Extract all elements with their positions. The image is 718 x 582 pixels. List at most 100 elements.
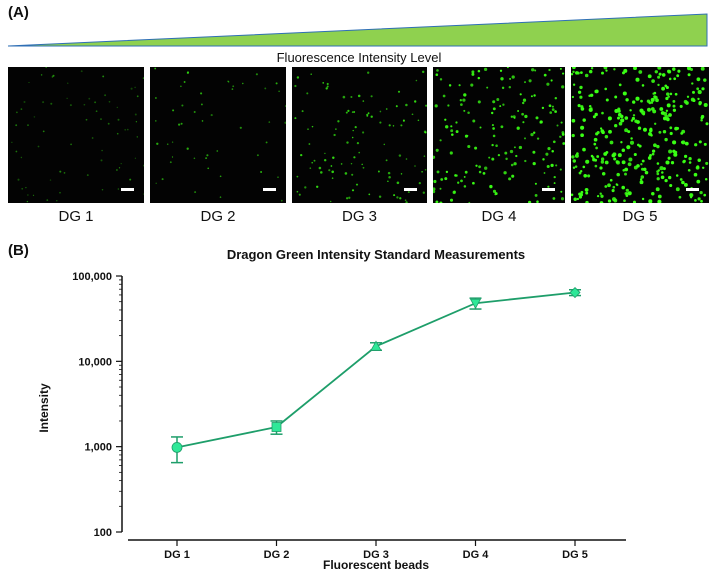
fluorescent-bead xyxy=(467,144,471,149)
series-line xyxy=(176,291,576,449)
fluorescent-bead xyxy=(668,149,673,154)
fluorescent-bead xyxy=(143,164,144,167)
y-tick-label: 100,000 xyxy=(72,271,112,283)
x-tick-label: DG 1 xyxy=(164,549,190,561)
fluorescent-bead xyxy=(661,171,664,174)
fluorescent-bead xyxy=(572,67,576,70)
fluorescent-bead xyxy=(337,120,340,123)
fluorescent-bead xyxy=(367,112,370,115)
fluorescent-bead xyxy=(101,149,103,152)
fluorescent-bead xyxy=(352,129,354,132)
fluorescent-bead xyxy=(654,95,658,100)
fluorescent-bead xyxy=(172,109,175,112)
fluorescent-bead xyxy=(594,89,599,94)
fluorescent-bead xyxy=(194,191,197,194)
fluorescent-bead xyxy=(637,126,642,130)
fluorescent-bead xyxy=(521,112,524,116)
fluorescent-bead xyxy=(672,104,676,108)
fluorescent-bead xyxy=(536,137,540,140)
fluorescent-bead xyxy=(49,179,52,181)
fluorescent-bead xyxy=(129,178,132,181)
fluorescent-bead xyxy=(116,132,119,135)
fluorescent-bead xyxy=(450,125,453,128)
fluorescent-bead xyxy=(584,73,589,78)
fluorescent-bead xyxy=(468,201,471,203)
micrograph-label: DG 5 xyxy=(622,208,658,225)
fluorescent-bead xyxy=(699,190,703,195)
fluorescent-bead xyxy=(532,150,536,154)
fluorescent-bead xyxy=(562,72,565,75)
fluorescent-bead xyxy=(280,199,283,202)
fluorescent-bead xyxy=(63,172,66,174)
fluorescent-bead xyxy=(439,78,443,81)
fluorescent-bead xyxy=(46,199,49,201)
fluorescent-bead xyxy=(466,134,469,137)
fluorescent-bead xyxy=(633,67,637,71)
fluorescent-bead xyxy=(444,177,448,181)
fluorescent-bead xyxy=(533,131,536,134)
fluorescent-bead xyxy=(367,71,370,74)
y-tick-label: 10,000 xyxy=(78,356,112,368)
fluorescent-bead xyxy=(579,95,583,99)
intensity-gradient-wedge xyxy=(7,13,708,47)
fluorescent-bead xyxy=(553,175,556,179)
fluorescent-bead xyxy=(171,141,174,143)
fluorescent-bead xyxy=(457,181,460,184)
fluorescent-bead xyxy=(309,167,312,169)
fluorescent-bead xyxy=(474,146,478,150)
fluorescent-bead xyxy=(402,119,405,122)
fluorescent-bead xyxy=(554,96,558,100)
fluorescent-bead xyxy=(667,95,670,98)
fluorescent-bead xyxy=(393,194,396,197)
fluorescent-bead xyxy=(641,84,645,87)
fluorescent-bead xyxy=(704,177,708,181)
fluorescent-bead xyxy=(255,73,258,76)
fluorescent-bead xyxy=(653,91,657,95)
fluorescent-bead xyxy=(397,90,401,93)
fluorescent-bead xyxy=(524,137,526,140)
fluorescent-bead xyxy=(264,87,267,90)
fluorescent-bead xyxy=(326,82,329,86)
fluorescent-bead xyxy=(578,171,582,175)
fluorescent-bead xyxy=(574,153,579,158)
fluorescent-bead xyxy=(651,79,655,83)
fluorescent-bead xyxy=(362,166,365,169)
fluorescent-bead xyxy=(694,143,698,147)
fluorescent-bead xyxy=(449,198,454,202)
fluorescent-bead xyxy=(492,127,495,130)
fluorescent-bead xyxy=(318,166,322,170)
fluorescent-bead xyxy=(592,158,596,162)
fluorescent-bead xyxy=(325,87,328,90)
fluorescent-bead xyxy=(647,107,651,112)
fluorescent-bead xyxy=(126,128,129,131)
fluorescent-bead xyxy=(675,187,680,192)
fluorescent-bead xyxy=(588,94,591,98)
fluorescent-bead xyxy=(605,98,609,102)
fluorescent-bead xyxy=(462,98,466,102)
fluorescent-bead xyxy=(433,187,436,191)
fluorescent-bead xyxy=(604,87,608,91)
fluorescent-bead xyxy=(316,185,319,188)
fluorescent-bead xyxy=(37,145,40,148)
fluorescent-bead xyxy=(599,127,603,130)
fluorescent-bead xyxy=(560,121,563,124)
fluorescent-bead xyxy=(667,156,671,160)
fluorescent-bead xyxy=(458,84,461,87)
fluorescent-bead xyxy=(642,112,646,116)
fluorescent-bead xyxy=(697,158,701,163)
fluorescent-bead xyxy=(624,167,629,172)
fluorescent-bead xyxy=(311,161,314,164)
fluorescent-bead xyxy=(552,140,556,144)
micrograph-label: DG 2 xyxy=(200,208,236,225)
fluorescent-bead xyxy=(80,70,83,73)
fluorescent-bead xyxy=(637,143,640,147)
fluorescent-bead xyxy=(482,172,486,175)
fluorescent-bead xyxy=(668,113,672,117)
fluorescent-bead xyxy=(672,140,677,145)
fluorescent-bead xyxy=(66,97,68,99)
fluorescent-bead xyxy=(472,181,475,185)
fluorescent-bead xyxy=(193,157,196,160)
fluorescent-bead xyxy=(501,86,505,90)
fluorescent-bead xyxy=(672,67,676,71)
fluorescent-bead xyxy=(100,118,102,121)
